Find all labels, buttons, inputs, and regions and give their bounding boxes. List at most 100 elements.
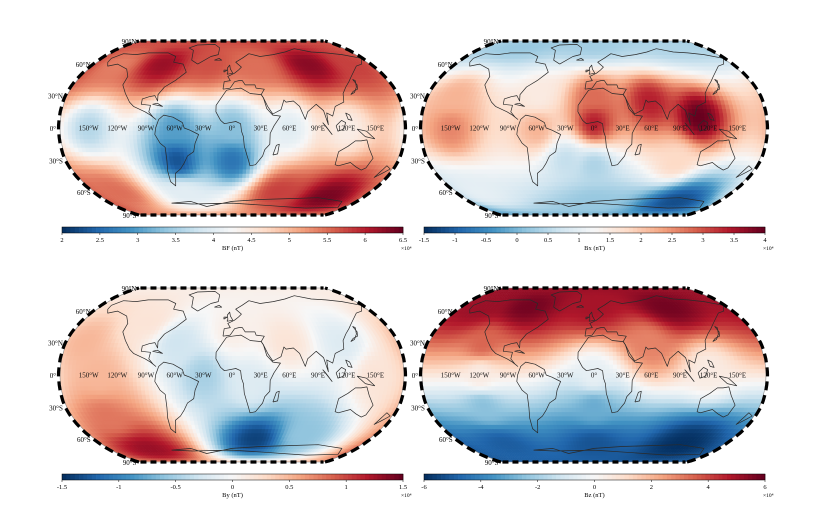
coastlines	[107, 291, 391, 456]
lon-label: 90°E	[311, 372, 325, 380]
map-panel-1: 90°N 60°N 30°N 0° 30°S 60°S 90°S 150°W 120°W 90°W…	[48, 38, 412, 252]
lon-label: 60°W	[166, 372, 183, 380]
colorbar-tick-label: -2	[535, 484, 540, 491]
map-panel-3: 90°N 60°N 30°N 0° 30°S 60°S 90°S 150°W 120°W 90°W…	[48, 285, 412, 499]
colorbar-tick-label: 1.5	[399, 484, 407, 491]
lon-label: 120°W	[469, 372, 489, 380]
colorbar: 2 2.5 3 3.5 4 4.5 5 5.5 6 6.5 BF (nT) ×10⁴	[60, 226, 412, 252]
colorbar-tick-label: -6	[421, 484, 427, 491]
lat-label: 60°N	[438, 308, 453, 316]
lon-label: 60°E	[644, 372, 658, 380]
lat-label: 30°S	[49, 404, 63, 412]
colorbar-tick-label: -1.5	[57, 484, 67, 491]
lat-label: 60°N	[76, 308, 91, 316]
map-panel-2: 90°N 60°N 30°N 0° 30°S 60°S 90°S 150°W 120°W 90°W…	[410, 38, 774, 252]
colorbar-tick-label: 3	[136, 237, 139, 244]
lat-label: 30°N	[410, 93, 425, 101]
colorbar-tick-label: 2	[650, 484, 653, 491]
lon-label: 120°E	[700, 125, 718, 133]
colorbar-tick-label: 2.5	[668, 237, 676, 244]
lon-label: 0°	[591, 125, 598, 133]
colorbar-multiplier: ×10⁴	[763, 493, 774, 499]
map-frame	[56, 286, 408, 464]
lat-label: 90°N	[122, 285, 137, 293]
lat-label: 90°S	[485, 212, 499, 220]
lon-label: 60°W	[528, 125, 545, 133]
colorbar-tick-label: 4	[212, 237, 216, 244]
lat-label: 0°	[50, 372, 57, 380]
colorbar-tick-label: 5.5	[323, 237, 331, 244]
lon-label: 120°W	[107, 372, 127, 380]
lat-label: 60°N	[76, 61, 91, 69]
colorbar-tick-label: 4	[763, 237, 767, 244]
lat-label: 0°	[50, 125, 57, 133]
colorbar-multiplier: ×10⁴	[763, 246, 774, 252]
map-frame	[418, 39, 770, 217]
lon-label: 0°	[591, 372, 598, 380]
field-map	[60, 288, 404, 462]
lon-label: 60°E	[282, 125, 296, 133]
map-panel-4: 90°N 60°N 30°N 0° 30°S 60°S 90°S 150°W 120°W 90°W…	[410, 285, 774, 499]
colorbar-tick-label: -1	[452, 237, 457, 244]
lon-label: 150°E	[729, 372, 747, 380]
lat-label: 90°N	[122, 38, 137, 46]
colorbar-tick-label: 1.5	[606, 237, 614, 244]
lon-label: 0°	[229, 372, 236, 380]
lat-label: 90°S	[485, 459, 499, 467]
lat-label: 60°S	[439, 189, 453, 197]
colorbar-label: Bx (nT)	[584, 245, 605, 252]
colorbar-tick-label: 6	[363, 237, 367, 244]
lon-label: 30°W	[557, 125, 574, 133]
colorbar-tick-label: 0.5	[285, 484, 293, 491]
lat-label: 30°N	[48, 340, 63, 348]
coastlines	[469, 44, 753, 209]
lon-label: 120°W	[469, 125, 489, 133]
lat-label: 30°S	[49, 157, 63, 165]
colorbar-tick-label: 2	[639, 237, 642, 244]
map-frame	[418, 286, 770, 464]
lon-label: 150°E	[367, 125, 385, 133]
lat-label: 0°	[412, 372, 419, 380]
lon-label: 30°E	[616, 125, 630, 133]
lat-label: 0°	[412, 125, 419, 133]
colorbar-tick-label: 1	[577, 237, 580, 244]
colorbar-label: By (nT)	[222, 492, 243, 499]
lon-label: 120°E	[700, 372, 718, 380]
colorbar-tick-label: -0.5	[481, 237, 491, 244]
lon-label: 30°E	[616, 372, 630, 380]
lon-label: 120°E	[338, 372, 356, 380]
colorbar-multiplier: ×10⁴	[401, 246, 412, 252]
lon-label: 90°W	[138, 372, 155, 380]
lat-label: 90°S	[123, 212, 137, 220]
colorbar-tick-label: -1	[116, 484, 121, 491]
lon-label: 150°W	[79, 125, 99, 133]
colorbar-tick-label: 5	[288, 237, 291, 244]
lon-label: 30°W	[195, 125, 212, 133]
colorbar-tick-label: 0	[515, 237, 518, 244]
colorbar: -1.5 -1 -0.5 0 0.5 1 1.5 By (nT) ×10⁴	[57, 473, 412, 499]
lat-label: 30°S	[411, 157, 425, 165]
coastlines	[469, 291, 753, 456]
map-frame	[56, 39, 408, 217]
lon-label: 30°W	[557, 372, 574, 380]
colorbar-tick-label: -0.5	[171, 484, 181, 491]
lon-label: 0°	[229, 125, 236, 133]
colorbar-tick-label: 0	[231, 484, 234, 491]
colorbar-tick-label: 6.5	[399, 237, 407, 244]
colorbar-tick-label: 3	[701, 237, 704, 244]
lon-label: 120°W	[107, 125, 127, 133]
colorbar-tick-label: 2.5	[96, 237, 104, 244]
lon-label: 150°W	[441, 372, 461, 380]
colorbar: -6 -4 -2 0 2 4 6 Bz (nT) ×10⁴	[421, 473, 774, 499]
lon-label: 60°E	[282, 372, 296, 380]
lon-label: 150°E	[729, 125, 747, 133]
lon-label: 90°E	[673, 125, 687, 133]
lon-label: 150°W	[79, 372, 99, 380]
colorbar-tick-label: 3.5	[730, 237, 738, 244]
lon-label: 90°E	[673, 372, 687, 380]
lon-label: 90°W	[500, 372, 517, 380]
colorbar-tick-label: 2	[60, 237, 63, 244]
colorbar-tick-label: -1.5	[419, 237, 429, 244]
lon-label: 60°W	[166, 125, 183, 133]
lon-label: 150°E	[367, 372, 385, 380]
